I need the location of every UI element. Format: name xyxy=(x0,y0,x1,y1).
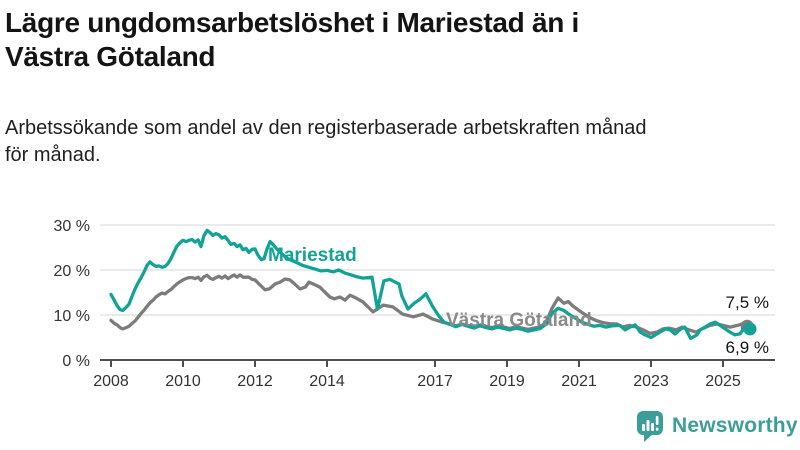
x-tick-label-2012: 2012 xyxy=(237,373,273,390)
y-tick-label-20: 20 % xyxy=(54,263,90,280)
x-tick-label-2019: 2019 xyxy=(489,373,525,390)
x-tick-label-2017: 2017 xyxy=(417,373,453,390)
logo-text: Newsworthy xyxy=(672,414,798,437)
x-tick-label-2008: 2008 xyxy=(93,373,129,390)
end-dot-mariestad xyxy=(743,322,757,336)
line-mariestad xyxy=(109,228,752,341)
chart-subtitle-line-2: för månad. xyxy=(5,144,101,166)
y-tick-label-10: 10 % xyxy=(54,308,90,325)
x-axis: 2008 2010 2012 2014 2017 2019 2021 2023 2025 xyxy=(93,359,775,390)
newsworthy-logo: Newsworthy xyxy=(636,407,798,445)
x-tick-label-2014: 2014 xyxy=(309,373,345,390)
page-title-line-1: Lägre ungdomsarbetslöshet i Mariestad än… xyxy=(5,7,579,38)
page-title-line-2: Västra Götaland xyxy=(5,41,216,72)
chart-subtitle-line-1: Arbetssökande som andel av den registerb… xyxy=(5,117,647,139)
series-label-mariestad: Mariestad xyxy=(268,245,357,266)
data-series xyxy=(109,228,757,341)
chart-labels: Mariestad Västra Götaland 7,5 % 6,9 % xyxy=(268,245,769,357)
x-tick-label-2023: 2023 xyxy=(633,373,669,390)
chart-subtitle: Arbetssökande som andel av den registerb… xyxy=(5,115,785,169)
gridlines: 0 % 10 % 20 % 30 % xyxy=(54,218,775,370)
y-tick-label-30: 30 % xyxy=(54,218,90,235)
page-title: Lägre ungdomsarbetslöshet i Mariestad än… xyxy=(5,6,745,74)
line-v-stra-g-taland xyxy=(109,273,749,336)
x-tick-label-2010: 2010 xyxy=(165,373,201,390)
end-value-label-vastra-gotaland: 7,5 % xyxy=(726,293,769,312)
x-tick-label-2025: 2025 xyxy=(705,373,741,390)
y-tick-label-0: 0 % xyxy=(62,353,90,370)
x-tick-label-2021: 2021 xyxy=(561,373,597,390)
end-value-label-mariestad: 6,9 % xyxy=(726,338,769,357)
series-label-vastra-gotaland: Västra Götaland xyxy=(446,310,592,331)
bar-chart-speech-bubble-icon xyxy=(637,410,663,442)
